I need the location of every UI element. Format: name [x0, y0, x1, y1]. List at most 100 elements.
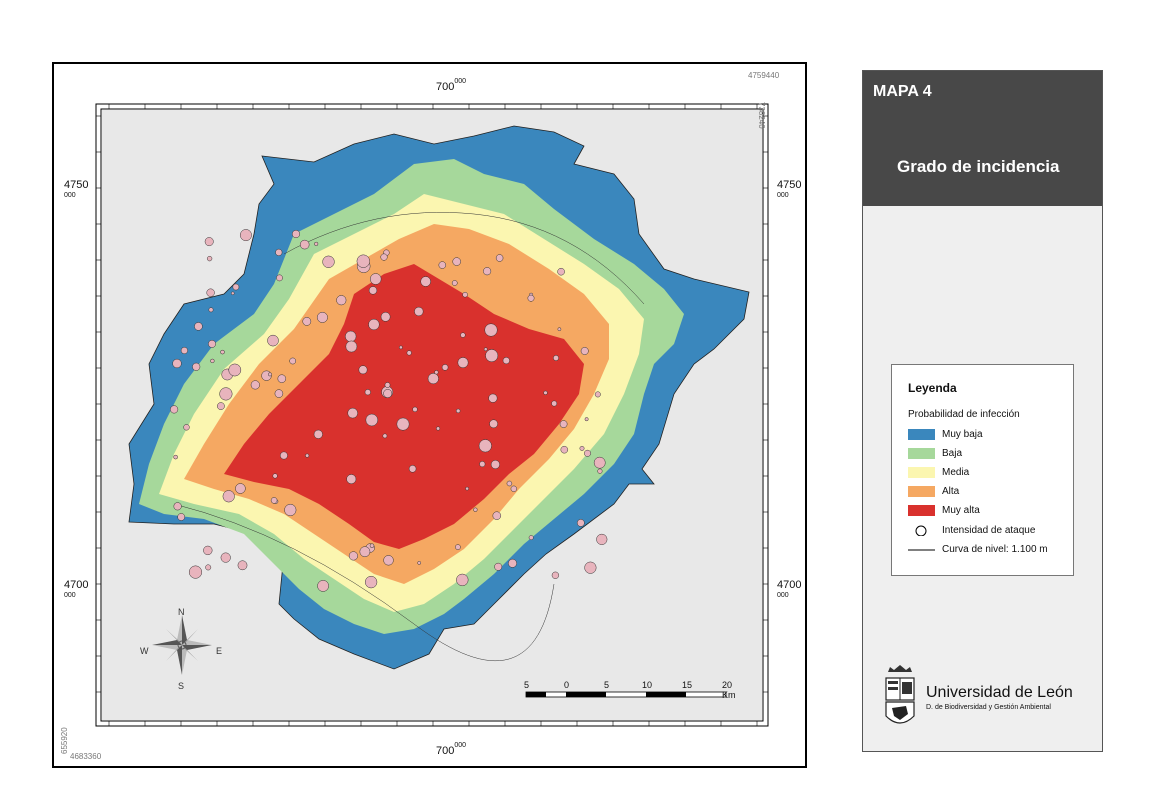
legend-label: Baja — [942, 448, 963, 459]
attack-point — [479, 461, 486, 468]
attack-point — [345, 330, 357, 343]
attack-point — [210, 358, 215, 364]
attack-point — [173, 502, 182, 511]
attack-point — [272, 473, 278, 479]
attack-point — [596, 533, 608, 545]
attack-point — [580, 347, 589, 355]
attack-point — [267, 334, 279, 347]
attack-point — [346, 474, 357, 485]
attack-point — [208, 339, 216, 348]
attack-point — [380, 253, 388, 261]
university-name: Universidad de León — [926, 684, 1073, 701]
attack-point — [237, 560, 248, 571]
attack-point — [383, 389, 393, 398]
attack-point — [348, 551, 358, 561]
scale-label: 5 — [604, 680, 610, 690]
attack-point — [183, 424, 190, 431]
attack-point — [457, 357, 469, 369]
attack-point — [495, 254, 504, 262]
attack-point — [502, 357, 510, 365]
attack-point — [489, 419, 498, 429]
compass-w-label: W — [140, 646, 149, 656]
attack-point — [222, 490, 235, 503]
university-crest-icon — [885, 665, 915, 724]
attack-point — [358, 365, 368, 375]
attack-point — [345, 340, 358, 353]
attack-point — [478, 439, 492, 453]
attack-point — [488, 393, 498, 403]
attack-point — [270, 497, 278, 504]
attack-point — [528, 535, 534, 541]
attack-point — [597, 468, 603, 474]
attack-point — [382, 433, 388, 439]
legend-label: Alta — [942, 486, 960, 497]
attack-point — [180, 346, 188, 355]
legend-box: Leyenda Probabilidad de infección Muy ba… — [891, 364, 1074, 576]
attack-point — [299, 239, 310, 250]
legend-label: Media — [942, 467, 970, 478]
attack-point — [317, 580, 329, 592]
attack-point — [551, 571, 560, 579]
university-block: Universidad de León D. de Biodiversidad … — [880, 664, 1095, 734]
attack-points — [170, 229, 608, 592]
attack-point — [451, 280, 458, 286]
attack-point — [208, 307, 214, 313]
attack-point — [368, 318, 380, 331]
coord-right-y-lower-sub: 000 — [777, 592, 789, 599]
contour-line — [283, 212, 645, 305]
corner-top-right-x: 738240 — [757, 102, 766, 129]
attack-point — [383, 555, 394, 566]
attack-point — [492, 511, 502, 520]
coord-left-y-upper: 4750 000 — [64, 176, 88, 200]
attack-point — [284, 503, 297, 517]
attack-point — [384, 382, 391, 388]
legend-swatch — [908, 448, 935, 459]
attack-point — [275, 248, 283, 256]
attack-point — [364, 575, 378, 589]
attack-point — [434, 370, 439, 375]
attack-point — [204, 237, 214, 247]
attack-point — [305, 453, 310, 458]
attack-point — [527, 294, 535, 302]
attack-point — [456, 573, 469, 587]
attack-point — [356, 254, 370, 268]
attack-point — [188, 565, 203, 579]
attack-point — [553, 355, 559, 361]
coord-left-y-lower-sub: 000 — [64, 592, 76, 599]
legend-label: Muy baja — [942, 429, 983, 440]
attack-point — [239, 229, 252, 242]
attack-point — [417, 561, 422, 565]
compass-e-label: E — [216, 646, 223, 656]
attack-point — [173, 454, 178, 460]
attack-point — [399, 345, 403, 350]
attack-point — [452, 257, 461, 266]
attack-point — [220, 349, 225, 355]
legend-swatch — [908, 429, 935, 440]
attack-point — [455, 408, 461, 414]
attack-point — [219, 387, 233, 401]
attack-circle-icon — [915, 525, 927, 536]
attack-point — [584, 417, 589, 422]
attack-point — [557, 267, 565, 276]
attack-point — [231, 291, 235, 296]
attack-point — [380, 311, 391, 322]
attack-point — [460, 332, 466, 338]
attack-point — [462, 291, 468, 298]
attack-point — [506, 480, 513, 487]
coord-left-y-lower-value: 4700 — [64, 579, 89, 591]
attack-point — [314, 241, 319, 246]
attack-point — [427, 373, 439, 385]
attack-point — [455, 544, 461, 550]
attack-point — [483, 267, 492, 276]
attack-point — [406, 350, 412, 356]
attack-point — [485, 349, 499, 363]
attack-point — [584, 561, 597, 574]
attack-point — [228, 363, 242, 377]
attack-point — [557, 327, 562, 332]
compass-s-label: S — [178, 681, 185, 691]
graticule-ticks — [96, 104, 768, 726]
coord-top-x-value: 700 — [436, 81, 455, 93]
side-header: MAPA 4 Grado de incidencia — [863, 71, 1102, 206]
attack-point — [576, 519, 585, 527]
map-canvas — [95, 103, 769, 727]
